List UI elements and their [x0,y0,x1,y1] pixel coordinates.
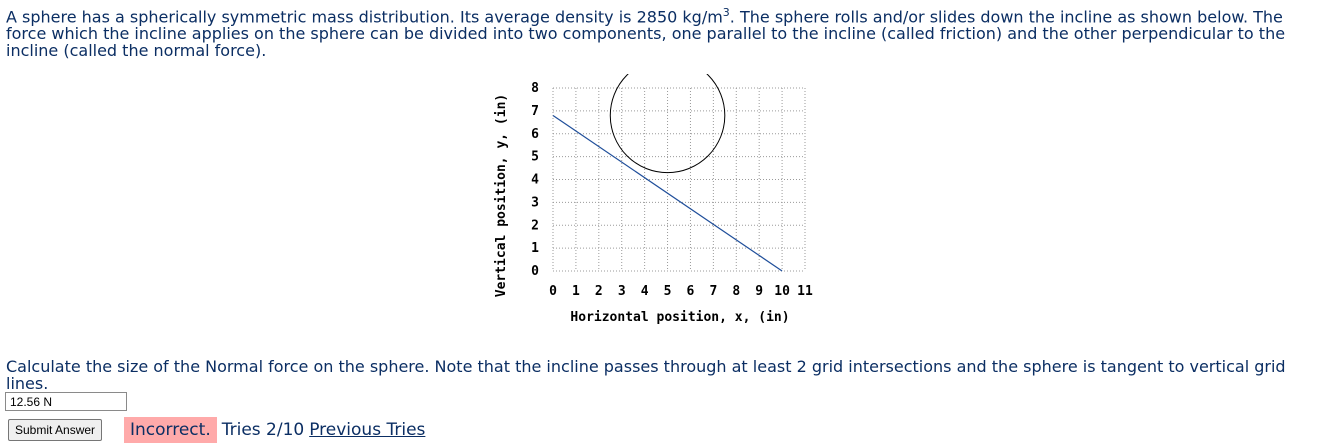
y-tick-label: 3 [531,195,539,210]
x-tick-label: 4 [641,284,649,299]
problem-text-after: . The sphere rolls and/or slides down th… [6,7,1286,61]
y-tick-label: 5 [531,150,539,165]
previous-tries-link[interactable]: Previous Tries [309,419,426,440]
x-tick-label: 7 [709,284,717,299]
tries-count: Tries 2/10 [221,419,305,440]
sphere-circle [609,74,726,174]
answer-input[interactable] [5,392,127,411]
x-axis-label: Horizontal position, x, (in) [570,310,789,325]
submit-answer-button[interactable]: Submit Answer [8,419,103,441]
incline-plot: 0 1 2 3 4 5 6 7 8 9 10 11 0 1 2 3 4 5 6 7 8 Horizontal positi… [488,74,828,336]
y-axis-label: Vertical position, y, (in) [494,94,509,298]
y-tick-label: 2 [531,218,539,233]
x-tick-label: 6 [687,284,695,299]
problem-text-before: A sphere has a spherically symmetric mas… [6,7,723,27]
problem-statement: A sphere has a spherically symmetric mas… [6,4,1306,59]
incline-line [552,114,783,272]
x-tick-label: 9 [755,284,763,299]
x-tick-label: 1 [572,284,580,299]
status-row: Incorrect. Tries 2/10 Previous Tries [124,416,425,443]
y-tick-label: 8 [531,81,539,96]
y-tick-label: 1 [531,241,539,256]
question-text: Calculate the size of the Normal force o… [6,357,1286,393]
x-tick-label: 3 [618,284,626,299]
x-tick-label: 8 [732,284,740,299]
status-badge: Incorrect. [124,416,217,443]
x-tick-label: 0 [549,284,557,299]
x-tick-label: 11 [797,284,813,299]
y-tick-label: 4 [531,173,539,188]
x-tick-label: 5 [664,284,672,299]
y-tick-label: 7 [531,104,539,119]
units-superscript: 3 [722,6,730,19]
y-tick-label: 6 [531,127,539,142]
x-tick-label: 2 [595,284,603,299]
x-tick-label: 10 [774,284,790,299]
y-tick-label: 0 [531,264,539,279]
